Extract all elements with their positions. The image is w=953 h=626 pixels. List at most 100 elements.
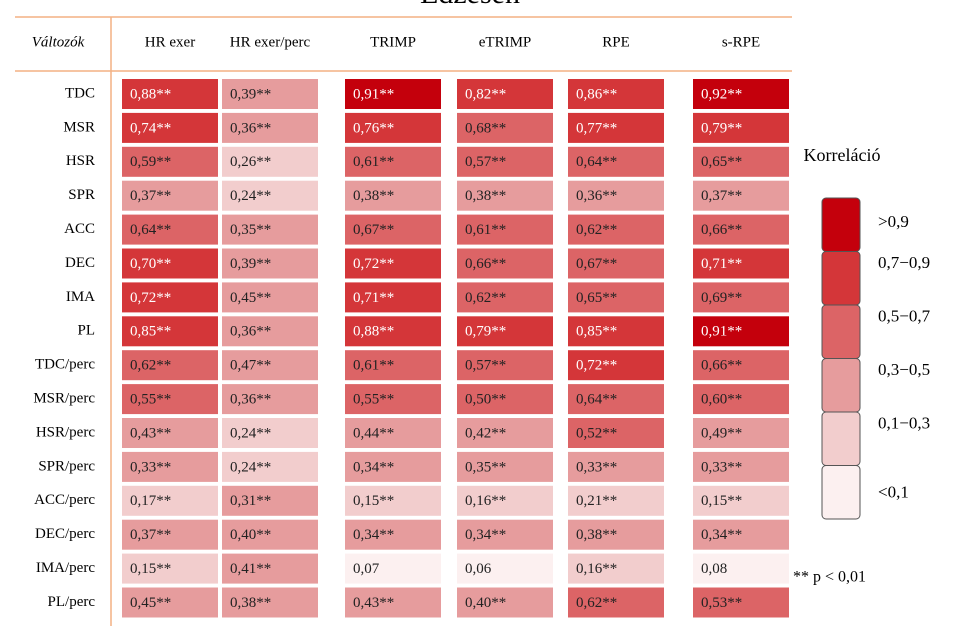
cell-bg xyxy=(345,112,441,143)
cell: 0,38** xyxy=(230,595,271,611)
cell: 0,33** xyxy=(701,459,742,475)
cell-bg xyxy=(222,587,318,618)
cell-bg xyxy=(222,79,318,109)
cell-bg xyxy=(568,146,664,177)
cell: 0,26** xyxy=(230,154,271,170)
cell-bg xyxy=(122,146,218,177)
row-label: SPR/perc xyxy=(38,458,95,474)
cell-bg xyxy=(693,112,789,143)
cell: 0,42** xyxy=(465,425,506,441)
cell: 0,39** xyxy=(230,86,271,102)
cell: 0,69** xyxy=(701,290,742,306)
cell-bg xyxy=(568,485,664,516)
cell: 0,47** xyxy=(230,358,271,374)
cell: 0,34** xyxy=(701,527,742,543)
cell-bg xyxy=(222,485,318,516)
cell: 0,31** xyxy=(230,493,271,509)
cell: 0,39** xyxy=(230,256,271,272)
cell: 0,36** xyxy=(230,392,271,408)
cell-bg xyxy=(222,384,318,415)
cell: 0,88** xyxy=(353,324,394,340)
cell-bg xyxy=(457,519,553,550)
cell: 0,68** xyxy=(465,120,506,136)
cell-bg xyxy=(568,180,664,211)
cell: 0,52** xyxy=(576,425,617,441)
cell: 0,88** xyxy=(130,86,171,102)
cell-bg xyxy=(693,418,789,448)
footnote: ** p < 0,01 xyxy=(793,569,866,586)
cell: 0,79** xyxy=(465,324,506,340)
cell: 0,55** xyxy=(130,392,171,408)
cell: 0,62** xyxy=(465,290,506,306)
cell-bg xyxy=(457,146,553,177)
cell: 0,60** xyxy=(701,392,742,408)
cell-bg xyxy=(693,248,789,279)
cell-bg xyxy=(122,451,218,482)
cell-bg xyxy=(222,214,318,245)
cell: 0,57** xyxy=(465,154,506,170)
cell: 0,38** xyxy=(465,188,506,204)
cell-bg xyxy=(222,451,318,482)
cell-bg xyxy=(222,350,318,381)
cell: 0,34** xyxy=(353,527,394,543)
cell: 0,50** xyxy=(465,392,506,408)
cell-bg xyxy=(457,79,553,109)
cell: 0,33** xyxy=(576,459,617,475)
cell: 0,06 xyxy=(465,561,492,577)
cell: 0,38** xyxy=(576,527,617,543)
cell: 0,45** xyxy=(130,595,171,611)
cell: 0,35** xyxy=(230,222,271,238)
cell-bg xyxy=(693,316,789,347)
cell: 0,43** xyxy=(130,425,171,441)
cell: 0,86** xyxy=(576,86,617,102)
cell: 0,65** xyxy=(701,154,742,170)
cell: 0,64** xyxy=(576,392,617,408)
cell: 0,21** xyxy=(576,493,617,509)
row-label: PL/perc xyxy=(48,594,96,610)
cell-bg xyxy=(457,553,553,584)
cell: 0,59** xyxy=(130,154,171,170)
cell-bg xyxy=(122,180,218,211)
header-cell: s-RPE xyxy=(722,34,760,50)
cell: 0,71** xyxy=(701,256,742,272)
cell-bg xyxy=(222,146,318,177)
cell-bg xyxy=(568,282,664,313)
row-label: ACC xyxy=(64,221,95,237)
cell: 0,61** xyxy=(465,222,506,238)
cell-bg xyxy=(345,79,441,109)
cell-bg xyxy=(122,112,218,143)
legend-label: 0,7−0,9 xyxy=(878,253,930,272)
header-cell: HR exer/perc xyxy=(230,34,311,50)
cell-bg xyxy=(345,214,441,245)
cell-bg xyxy=(345,451,441,482)
cell-bg xyxy=(457,214,553,245)
cell: 0,36** xyxy=(576,188,617,204)
cell-bg xyxy=(457,384,553,415)
cell: 0,34** xyxy=(353,459,394,475)
row-label: MSR xyxy=(63,119,95,135)
cell: 0,33** xyxy=(130,459,171,475)
cell: 0,49** xyxy=(701,425,742,441)
cell-bg xyxy=(568,451,664,482)
cell-bg xyxy=(457,180,553,211)
row-label: DEC xyxy=(65,255,95,271)
cell-bg xyxy=(122,384,218,415)
cell-bg xyxy=(457,316,553,347)
header-cell: TRIMP xyxy=(370,34,416,50)
cell-bg xyxy=(693,384,789,415)
legend-swatch xyxy=(821,251,861,306)
cell: 0,67** xyxy=(353,222,394,238)
cell-bg xyxy=(122,79,218,109)
cell: 0,37** xyxy=(130,188,171,204)
cell: 0,71** xyxy=(353,290,394,306)
cell-bg xyxy=(568,384,664,415)
cell: 0,36** xyxy=(230,324,271,340)
header-cell: RPE xyxy=(602,34,630,50)
row-label: TDC xyxy=(65,85,95,101)
cell: 0,24** xyxy=(230,425,271,441)
cell-bg xyxy=(122,587,218,618)
cell-bg xyxy=(693,214,789,245)
legend-swatch xyxy=(821,197,861,252)
cell-bg xyxy=(345,485,441,516)
